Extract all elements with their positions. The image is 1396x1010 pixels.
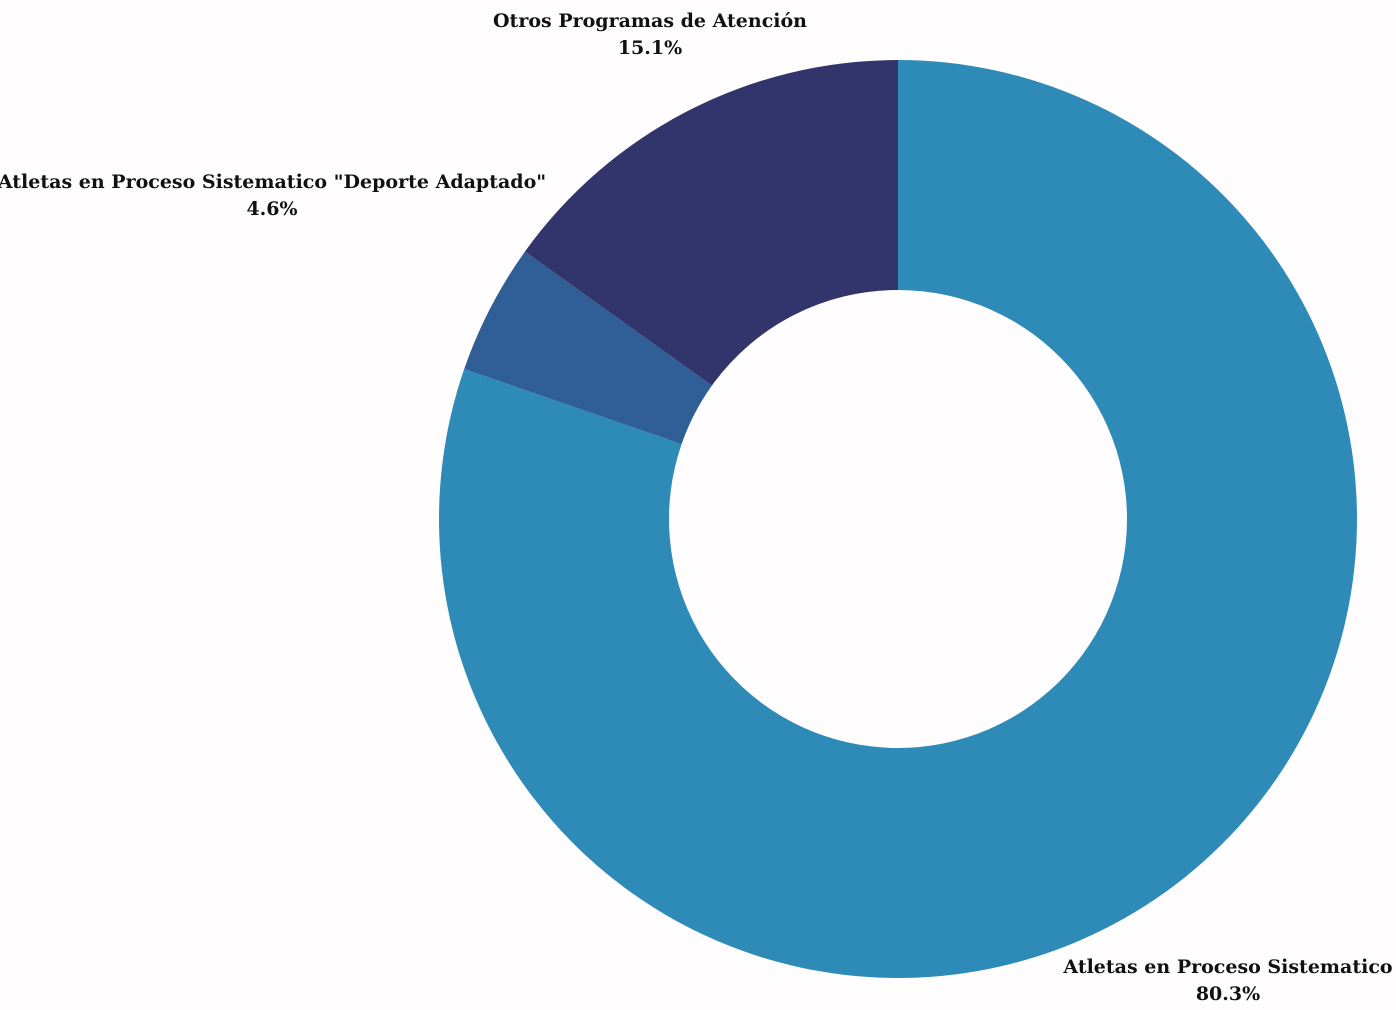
slice-label-name-3: Otros Programas de Atención <box>493 10 807 32</box>
donut-slice-2 <box>464 251 712 445</box>
slice-label-name-1: Atletas en Proceso Sistematico <box>1062 956 1392 978</box>
slice-label-value-3: 15.1% <box>618 37 682 59</box>
labels-group: Atletas en Proceso Sistematico 80.3% Atlet… <box>0 10 1393 1005</box>
donut-slice-3 <box>524 60 898 386</box>
donut-slice-1 <box>438 60 1358 978</box>
slice-label-name-2: Atletas en Proceso Sistematico "Deporte … <box>0 171 546 193</box>
slice-label-value-1: 80.3% <box>1196 983 1260 1005</box>
slice-label-value-2: 4.6% <box>246 198 297 220</box>
slices-group <box>438 60 1358 978</box>
